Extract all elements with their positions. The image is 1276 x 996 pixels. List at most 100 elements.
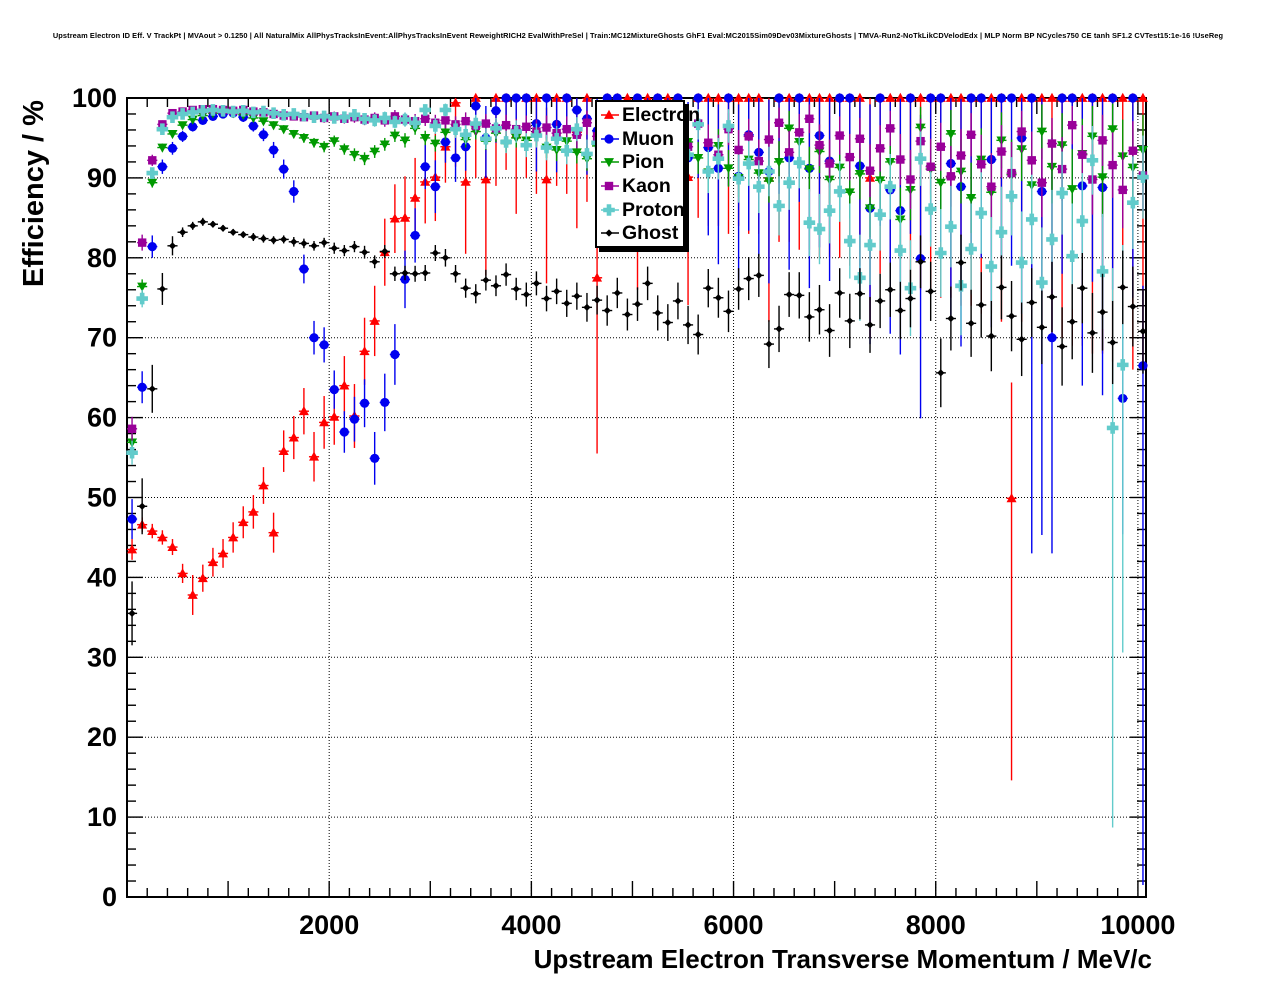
data-point-marker <box>531 92 542 102</box>
data-point-marker <box>338 111 351 123</box>
data-point-marker <box>309 333 319 343</box>
data-point-marker <box>865 166 875 175</box>
data-point-marker <box>480 132 492 145</box>
data-point-marker <box>381 247 389 256</box>
data-point-marker <box>521 93 531 103</box>
data-point-marker <box>896 155 905 164</box>
legend-entry-muon: Muon <box>599 127 683 151</box>
data-point-marker <box>562 124 571 134</box>
data-point-marker <box>1086 154 1099 167</box>
data-point-marker <box>836 289 844 297</box>
data-point-marker <box>1056 187 1068 199</box>
data-point-marker <box>693 154 704 164</box>
data-point-marker <box>219 224 227 232</box>
data-point-marker <box>664 318 672 327</box>
data-point-marker <box>733 92 744 102</box>
legend-label: Muon <box>622 127 674 150</box>
data-point-marker <box>825 159 834 168</box>
data-point-marker <box>268 121 279 131</box>
data-point-marker <box>604 133 614 144</box>
data-point-marker <box>644 279 652 287</box>
data-point-marker <box>633 300 642 308</box>
y-tick-label: 40 <box>87 562 117 592</box>
data-point-marker <box>1119 283 1127 291</box>
ghost-marker-icon <box>601 229 619 237</box>
y-axis-title: Efficiency / % <box>18 100 50 287</box>
data-point-marker <box>1015 256 1028 269</box>
data-point-marker <box>905 93 916 103</box>
data-point-marker <box>1067 93 1077 103</box>
data-point-marker <box>1098 308 1107 316</box>
data-point-marker <box>309 451 320 461</box>
data-point-marker <box>430 139 441 149</box>
data-point-marker <box>956 151 966 160</box>
data-point-marker <box>158 285 166 293</box>
data-point-marker <box>714 294 722 302</box>
data-point-marker <box>795 291 803 299</box>
legend-entry-pion: Pion <box>599 150 683 174</box>
data-point-marker <box>530 129 543 142</box>
data-point-marker <box>734 145 743 155</box>
y-tick-label: 50 <box>87 483 117 513</box>
data-point-marker <box>753 180 765 193</box>
data-point-marker <box>550 132 563 145</box>
legend-box: Electron Muon Pion Kaon Proton Ghost <box>595 100 700 248</box>
x-tick-label: 10000 <box>1100 910 1175 940</box>
data-point-marker <box>197 104 209 117</box>
data-point-marker <box>906 294 915 303</box>
data-point-marker <box>805 114 814 123</box>
data-point-marker <box>835 131 844 140</box>
x-tick-label: 6000 <box>704 910 764 940</box>
data-point-marker <box>1047 333 1057 343</box>
data-point-marker <box>440 128 451 138</box>
data-point-marker <box>684 321 692 329</box>
data-point-marker <box>229 228 237 236</box>
data-point-marker <box>359 398 370 408</box>
legend-label: Proton <box>622 198 685 221</box>
data-point-marker <box>511 93 521 103</box>
data-point-marker <box>449 123 462 135</box>
data-point-marker <box>793 156 806 169</box>
data-point-marker <box>704 284 712 292</box>
data-point-marker <box>348 108 361 121</box>
data-point-marker <box>703 92 714 102</box>
data-point-marker <box>813 223 826 235</box>
data-point-marker <box>1078 150 1087 159</box>
data-point-marker <box>774 93 784 103</box>
data-point-marker <box>258 117 269 127</box>
muon-marker-icon <box>601 133 619 144</box>
data-point-marker <box>369 315 380 325</box>
data-point-marker <box>288 432 299 442</box>
data-point-marker <box>803 216 816 229</box>
legend-label: Electron <box>622 103 701 126</box>
data-point-marker <box>401 269 409 277</box>
data-point-marker <box>1127 196 1139 209</box>
data-point-marker <box>298 134 309 144</box>
data-point-marker <box>1096 265 1109 278</box>
data-point-marker <box>541 93 552 103</box>
data-point-marker <box>581 92 592 102</box>
data-point-marker <box>277 108 290 121</box>
data-point-marker <box>400 212 411 222</box>
data-point-marker <box>249 233 257 241</box>
data-point-marker <box>491 106 501 116</box>
data-point-marker <box>784 148 794 157</box>
data-point-marker <box>593 296 601 304</box>
data-point-marker <box>824 92 835 102</box>
data-point-marker <box>1028 298 1036 307</box>
data-point-marker <box>934 247 947 259</box>
data-point-marker <box>876 297 884 305</box>
data-point-marker <box>795 128 804 137</box>
data-point-marker <box>975 207 988 219</box>
data-point-marker <box>745 274 753 283</box>
data-point-marker <box>1036 127 1047 137</box>
data-point-marker <box>906 175 915 184</box>
data-point-marker <box>127 544 138 554</box>
data-point-marker <box>359 154 370 164</box>
data-point-marker <box>177 121 188 131</box>
data-point-marker <box>186 106 199 119</box>
data-point-marker <box>744 132 753 141</box>
data-point-marker <box>1006 93 1017 103</box>
data-point-marker <box>1139 327 1147 335</box>
data-point-marker <box>379 140 390 150</box>
